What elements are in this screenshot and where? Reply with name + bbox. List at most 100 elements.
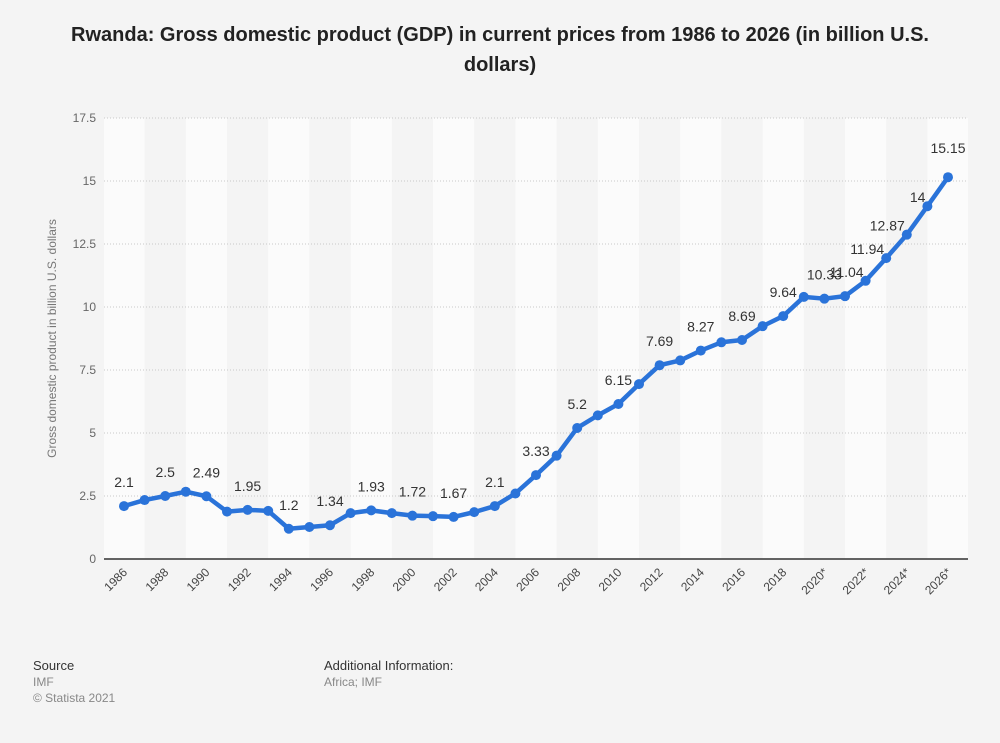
y-tick-label: 12.5 xyxy=(73,237,97,251)
additional-info-block: Additional Information: Africa; IMF xyxy=(324,658,453,690)
data-label: 11.04 xyxy=(830,264,864,280)
x-tick-label: 2012 xyxy=(637,565,666,594)
data-point xyxy=(283,523,294,534)
additional-info-label: Additional Information: xyxy=(324,658,454,673)
source-value: IMF xyxy=(33,675,54,689)
x-tick-label: 2020* xyxy=(798,565,830,597)
data-label: 5.2 xyxy=(567,396,587,412)
y-tick-label: 5 xyxy=(89,426,96,440)
plot-band xyxy=(104,118,145,559)
data-label: 1.34 xyxy=(316,493,343,509)
data-point xyxy=(860,275,871,286)
source-block: Source IMF © Statista 2021 xyxy=(33,658,115,706)
y-tick-label: 7.5 xyxy=(79,363,96,377)
data-point xyxy=(840,291,850,302)
source-label: Source xyxy=(33,658,75,673)
data-label: 1.72 xyxy=(399,484,426,500)
data-point xyxy=(798,291,809,302)
data-label: 15.15 xyxy=(930,140,965,156)
data-label: 11.94 xyxy=(850,241,884,257)
plot-band xyxy=(762,118,804,559)
data-label: 8.27 xyxy=(687,319,714,335)
data-point xyxy=(180,486,191,497)
x-tick-label: 2022* xyxy=(840,565,872,597)
data-point xyxy=(737,335,747,346)
data-point xyxy=(119,501,129,512)
data-label: 2.1 xyxy=(485,474,505,490)
data-point xyxy=(510,488,521,499)
data-point xyxy=(778,311,789,322)
data-point xyxy=(386,508,397,519)
data-label: 6.15 xyxy=(605,372,632,388)
data-point xyxy=(572,422,583,433)
x-tick-label: 2010 xyxy=(596,565,625,594)
data-point xyxy=(881,253,892,264)
data-point xyxy=(819,293,830,304)
data-point xyxy=(551,450,562,461)
data-label: 2.49 xyxy=(193,464,220,480)
data-point xyxy=(407,510,418,521)
x-tick-label: 2008 xyxy=(555,565,584,594)
y-tick-label: 2.5 xyxy=(79,489,96,503)
plot-band xyxy=(927,118,968,559)
data-point xyxy=(366,505,377,516)
plot-band xyxy=(680,118,722,559)
data-point xyxy=(654,360,665,371)
x-tick-label: 2016 xyxy=(719,565,748,594)
x-tick-label: 1988 xyxy=(143,565,172,594)
data-point xyxy=(757,321,768,332)
x-tick-label: 1990 xyxy=(184,565,213,594)
chart-title: Rwanda: Gross domestic product (GDP) in … xyxy=(71,24,929,76)
data-label: 9.64 xyxy=(770,284,797,300)
data-point xyxy=(325,520,335,531)
data-point xyxy=(489,501,500,512)
plot-band xyxy=(845,118,887,559)
data-point xyxy=(139,495,150,506)
data-point xyxy=(448,511,459,522)
data-point xyxy=(901,229,912,240)
data-point xyxy=(695,345,706,356)
data-point xyxy=(222,506,232,517)
data-point xyxy=(263,505,274,516)
x-tick-label: 1986 xyxy=(101,565,130,594)
plot-band xyxy=(515,118,557,559)
y-tick-label: 0 xyxy=(89,552,96,566)
data-point xyxy=(160,491,171,501)
data-point xyxy=(469,507,480,518)
data-label: 10.33 xyxy=(807,267,842,283)
data-point xyxy=(922,201,933,212)
x-tick-label: 2018 xyxy=(761,565,790,594)
data-label: 1.93 xyxy=(358,478,385,494)
plot-band xyxy=(350,118,392,559)
x-tick-label: 2024* xyxy=(881,565,913,597)
data-point xyxy=(592,410,603,421)
x-tick-label: 2004 xyxy=(472,565,501,594)
data-point xyxy=(531,470,541,481)
y-tick-label: 17.5 xyxy=(73,111,97,125)
data-point xyxy=(943,172,953,183)
x-tick-label: 2000 xyxy=(390,565,419,594)
plot-band xyxy=(597,118,639,559)
data-point xyxy=(201,491,212,502)
x-tick-label: 2006 xyxy=(513,565,542,594)
x-tick-label: 1998 xyxy=(349,565,378,594)
data-point xyxy=(634,379,644,390)
plot-band xyxy=(185,118,227,559)
x-tick-label: 2026* xyxy=(922,565,954,597)
x-tick-label: 1992 xyxy=(225,565,254,594)
plot-band xyxy=(433,118,475,559)
data-point xyxy=(613,399,624,410)
y-tick-label: 10 xyxy=(83,300,97,314)
data-point xyxy=(242,504,253,515)
data-point xyxy=(675,355,686,366)
data-label: 8.69 xyxy=(728,308,755,324)
data-label: 3.33 xyxy=(522,443,549,459)
data-label: 1.2 xyxy=(279,497,299,513)
data-label: 1.95 xyxy=(234,478,261,494)
data-point xyxy=(304,521,315,532)
x-tick-label: 1994 xyxy=(266,565,295,594)
plot-band xyxy=(268,118,310,559)
data-point xyxy=(716,337,727,348)
y-tick-label: 15 xyxy=(83,174,97,188)
